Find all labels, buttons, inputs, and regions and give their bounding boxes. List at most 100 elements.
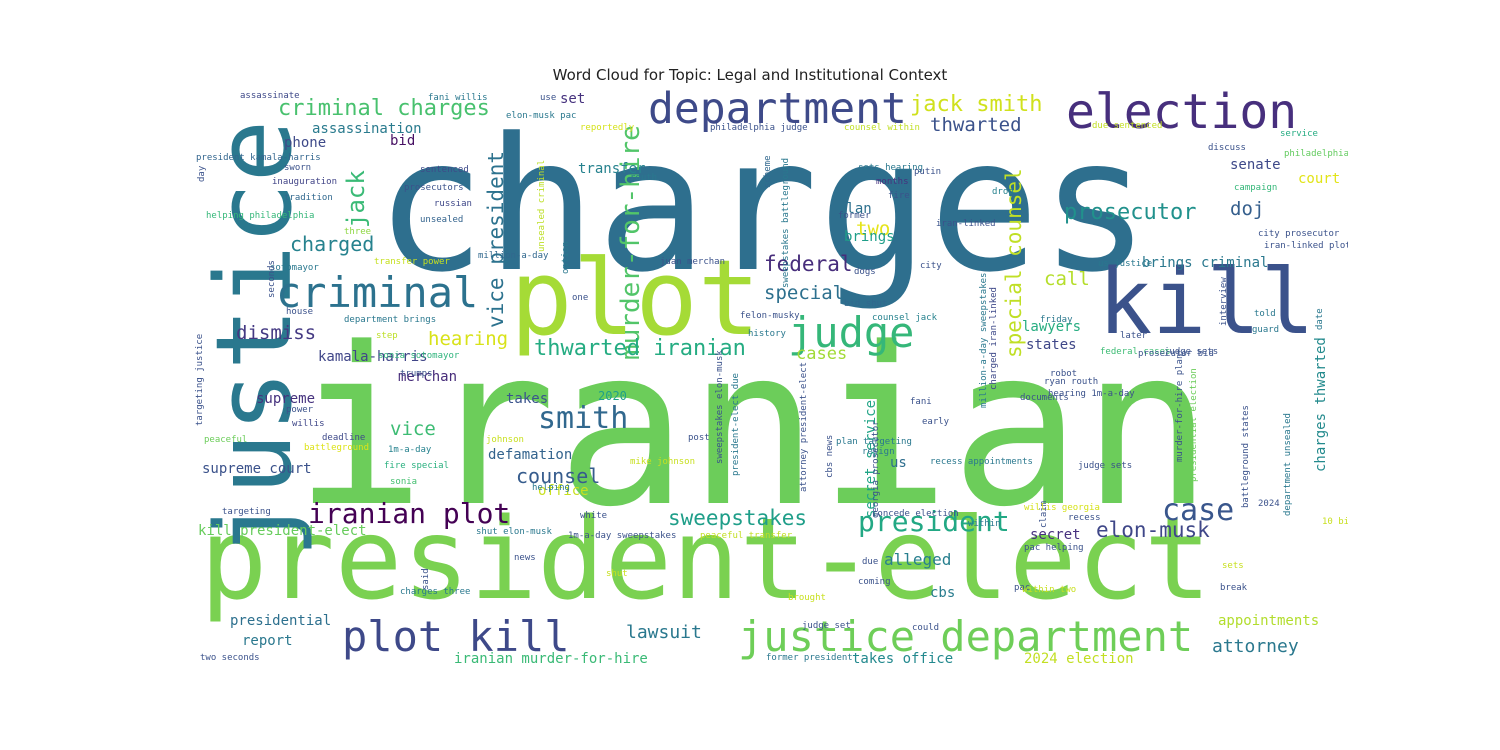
word: history: [748, 329, 786, 339]
word: assassinate: [240, 91, 300, 101]
word: guard: [1252, 325, 1280, 335]
word: criminal charges: [278, 96, 490, 121]
word: kamala-harris: [318, 349, 428, 365]
word: later: [1120, 331, 1148, 341]
word: doj: [1230, 198, 1265, 220]
word: states: [1026, 337, 1077, 353]
word: break: [1220, 583, 1248, 593]
word: million-a-day: [478, 251, 549, 261]
word: pac: [1014, 583, 1031, 593]
word: us justice: [1098, 259, 1153, 269]
word: within two: [1022, 585, 1077, 595]
word: 1m-a-day: [388, 445, 432, 455]
word: justice department: [738, 612, 1194, 661]
word: criminal: [276, 268, 479, 317]
word: judge sets: [1164, 347, 1219, 357]
word: fani willis: [428, 93, 488, 103]
word: election: [1066, 88, 1298, 140]
word: federal cases: [1100, 347, 1171, 357]
word: sweepstakes: [668, 506, 808, 530]
word: friday: [1040, 315, 1073, 325]
word: helping: [532, 483, 570, 493]
word: use: [540, 93, 557, 103]
word: drop: [992, 187, 1014, 197]
word: fani: [910, 397, 932, 407]
word: johnson: [486, 435, 524, 445]
word: hearing 1m-a-day: [1048, 389, 1135, 399]
word: charges three: [400, 587, 471, 597]
word: set: [560, 91, 586, 107]
word: option: [561, 241, 571, 274]
word: transfer power: [374, 257, 450, 267]
word: iran-linked: [936, 219, 996, 229]
word: scheme: [763, 155, 773, 188]
word: 2024: [1258, 499, 1280, 509]
word-cloud: charges iranian president-elect justice …: [188, 88, 1348, 668]
word: prosecutor bid: [1138, 349, 1214, 359]
word: date: [1315, 308, 1325, 330]
word: day: [197, 165, 207, 182]
word: post: [688, 433, 710, 443]
word: lawyers: [1022, 319, 1082, 335]
word: said: [421, 568, 431, 590]
word: three: [344, 227, 372, 237]
word: iranian murder-for-hire: [454, 651, 648, 667]
word: elon-musk: [1096, 518, 1210, 542]
word: million-a-day sweepstakes: [979, 272, 989, 408]
word: charged iran-linked: [989, 287, 999, 390]
word: mike johnson: [630, 457, 696, 467]
word: supreme: [256, 391, 316, 407]
word: willis georgia: [1024, 503, 1100, 513]
word: court: [1298, 171, 1341, 187]
word: brings: [844, 229, 895, 245]
word: kill: [1098, 250, 1315, 355]
word: office: [538, 483, 589, 499]
word: documents: [1020, 393, 1069, 403]
word: philadelphia: [1284, 149, 1348, 159]
word: appointments: [1218, 613, 1320, 629]
word: merchan: [398, 369, 458, 385]
word: sets: [1222, 561, 1244, 571]
word: targeting: [222, 507, 271, 517]
word: judge: [788, 308, 915, 357]
word: power: [286, 405, 314, 415]
word: report: [242, 633, 293, 649]
word: president kamala-harris: [196, 153, 321, 163]
word: early: [922, 417, 950, 427]
word: unsealed criminal: [537, 159, 547, 252]
word: iran-linked plot: [1264, 241, 1348, 251]
word: charged: [290, 232, 375, 256]
word: counsel within: [844, 123, 920, 133]
word: 2020: [598, 389, 627, 403]
word: takes office: [852, 651, 954, 667]
word: phone: [284, 135, 327, 151]
word: bid shut: [844, 299, 888, 309]
word: deadline: [322, 433, 366, 443]
word: counsel: [516, 464, 601, 488]
word: president-elect: [200, 495, 1212, 625]
word: step: [376, 331, 398, 341]
word: house: [286, 307, 314, 317]
word: peaceful: [204, 435, 248, 445]
word: told: [1254, 309, 1276, 319]
word: charges: [375, 99, 1151, 313]
word: iranian: [294, 302, 1213, 555]
word: resign: [862, 447, 895, 457]
word: sotomayor: [270, 263, 319, 273]
word: georgia prosecutor: [871, 420, 881, 518]
word: fire: [888, 191, 910, 201]
word: cbs: [930, 585, 956, 601]
word: fire special: [384, 461, 450, 471]
word: counsel jack: [872, 313, 938, 323]
word: discuss: [1208, 143, 1246, 153]
word: cases: [796, 344, 848, 364]
word: two seconds: [200, 653, 260, 663]
word: philadelphia judge: [710, 123, 808, 133]
word: due sentenced: [1092, 121, 1163, 131]
word: plan: [838, 201, 872, 217]
word: tradition: [284, 193, 333, 203]
word: hearing: [428, 328, 509, 350]
word: brought: [788, 593, 826, 603]
word: juan merchan: [660, 257, 726, 267]
word: plot kill: [342, 612, 570, 661]
